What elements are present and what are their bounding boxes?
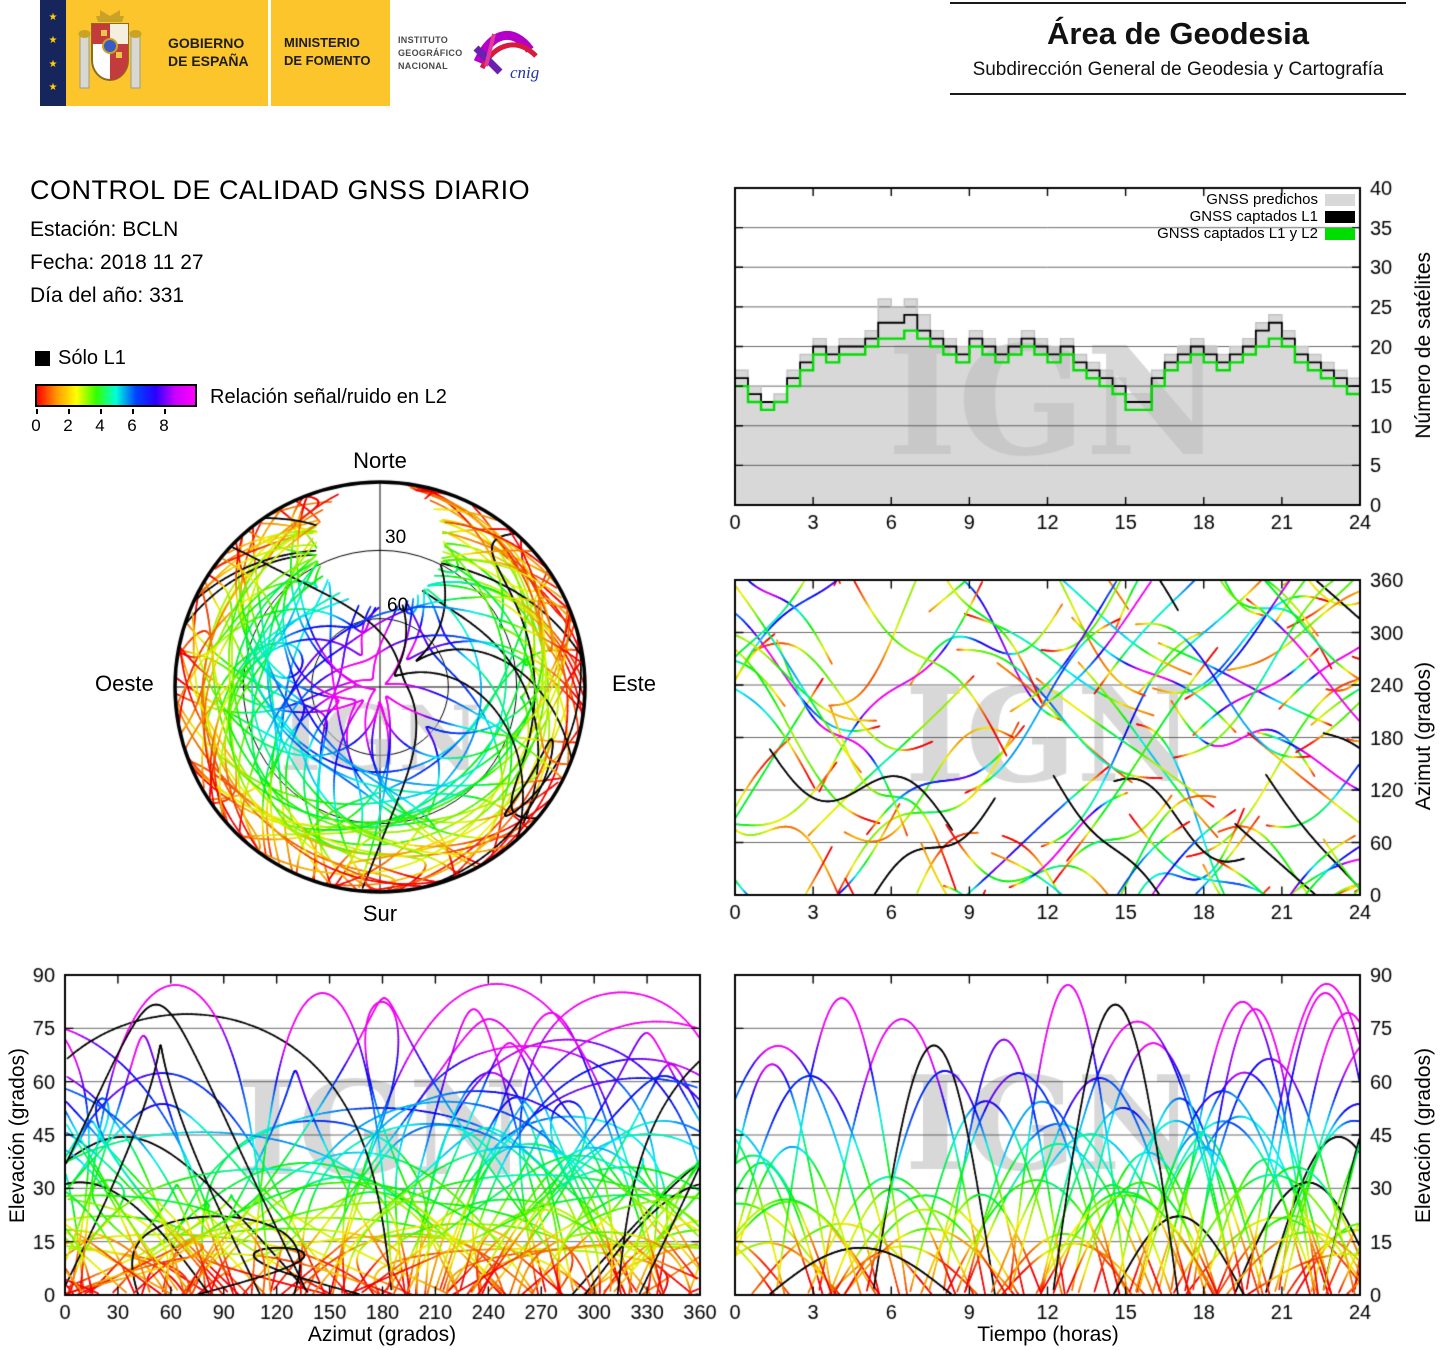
instituto-line2: GEOGRÁFICO <box>398 48 463 59</box>
colorbar-tick <box>164 409 166 414</box>
station-label: Estación: BCLN <box>30 218 179 241</box>
azimuth-ylabel: Azimut (grados) <box>1412 662 1435 811</box>
satcount-ylabel: Número de satélites <box>1412 252 1435 439</box>
satcount-legend: GNSS predichos GNSS captados L1 GNSS cap… <box>1105 191 1355 242</box>
instituto-label: INSTITUTO GEOGRÁFICO NACIONAL <box>398 34 463 73</box>
elevation-time-chart-canvas <box>705 965 1445 1350</box>
star-icon: ★ <box>48 58 58 70</box>
snr-colorbar <box>35 384 197 407</box>
gobierno-line1: GOBIERNO <box>168 35 245 51</box>
legend-label: GNSS captados L1 <box>1189 208 1318 225</box>
colorbar-tick-label: 0 <box>31 416 41 435</box>
ministerio-line2: DE FOMENTO <box>284 52 371 68</box>
cnig-wordmark: cnig <box>510 63 539 82</box>
report-title: CONTROL DE CALIDAD GNSS DIARIO <box>30 175 531 205</box>
skyplot-east-label: Este <box>612 671 657 696</box>
stars-strip-icon: ★ ★ ★ ★ <box>40 0 66 106</box>
elaz-ylabel: Elevación (grados) <box>6 1048 29 1224</box>
date-label: Fecha: 2018 11 27 <box>30 251 204 274</box>
coat-of-arms-icon <box>78 10 142 89</box>
legend-row-l1l2: GNSS captados L1 y L2 <box>1105 225 1355 242</box>
colorbar-tick <box>100 409 102 414</box>
skyplot-west-label: Oeste <box>95 671 154 696</box>
cnig-logo: cnig <box>473 31 539 82</box>
doy-label: Día del año: 331 <box>30 284 185 307</box>
legend-swatch-gray <box>1325 193 1355 206</box>
skyplot-north-label: Norte <box>353 448 407 473</box>
gobierno-line2: DE ESPAÑA <box>168 53 249 70</box>
colorbar-tick-label: 2 <box>63 416 73 435</box>
solo-l1-label: Sólo L1 <box>58 347 126 369</box>
area-title: Área de Geodesia <box>1047 16 1309 51</box>
instituto-line1: INSTITUTO <box>398 35 449 45</box>
colorbar-tick <box>68 409 70 414</box>
legend-row-predicted: GNSS predichos <box>1105 191 1355 208</box>
government-logo: ★ ★ ★ ★ GOBIERNO DE ESPAÑA MINISTERIO <box>40 0 390 106</box>
skyplot-ring30-label: 30 <box>385 527 407 548</box>
star-icon: ★ <box>48 82 58 94</box>
divider <box>268 0 271 106</box>
colorbar-tick-label: 8 <box>159 416 169 435</box>
azimuth-time-chart-canvas <box>705 572 1445 940</box>
solo-l1-legend: Sólo L1 <box>35 347 126 370</box>
colorbar-tick <box>132 409 134 414</box>
legend-row-l1: GNSS captados L1 <box>1105 208 1355 225</box>
skyplot-canvas <box>140 440 630 940</box>
legend-swatch-green <box>1325 227 1355 240</box>
colorbar-tick-label: 6 <box>127 416 137 435</box>
area-subtitle: Subdirección General de Geodesia y Carto… <box>972 59 1384 80</box>
satellite-count-chart-canvas <box>705 180 1445 545</box>
elaz-xlabel: Azimut (grados) <box>307 1323 457 1346</box>
gobierno-label: GOBIERNO DE ESPAÑA <box>168 34 249 70</box>
colorbar-tick-label: 4 <box>95 416 105 435</box>
star-icon: ★ <box>48 35 58 47</box>
colorbar-tick <box>36 409 38 414</box>
eltime-ylabel: Elevación (grados) <box>1412 1048 1435 1224</box>
area-header: Área de Geodesia Subdirección General de… <box>950 2 1406 95</box>
black-square-icon <box>35 351 50 366</box>
legend-swatch-black <box>1325 210 1355 223</box>
skyplot-ring60-label: 60 <box>387 595 409 616</box>
ministerio-line1: MINISTERIO <box>284 35 360 50</box>
instituto-line3: NACIONAL <box>398 61 448 72</box>
star-icon: ★ <box>48 11 58 23</box>
legend-label: GNSS captados L1 y L2 <box>1157 225 1318 242</box>
skyplot-south-label: Sur <box>362 901 398 926</box>
ministerio-label: MINISTERIO DE FOMENTO <box>284 34 370 69</box>
eltime-xlabel: Tiempo (horas) <box>977 1323 1119 1346</box>
snr-colorbar-label: Relación señal/ruido en L2 <box>210 386 447 408</box>
elevation-azimuth-chart-canvas <box>30 965 720 1350</box>
legend-label: GNSS predichos <box>1206 191 1318 208</box>
